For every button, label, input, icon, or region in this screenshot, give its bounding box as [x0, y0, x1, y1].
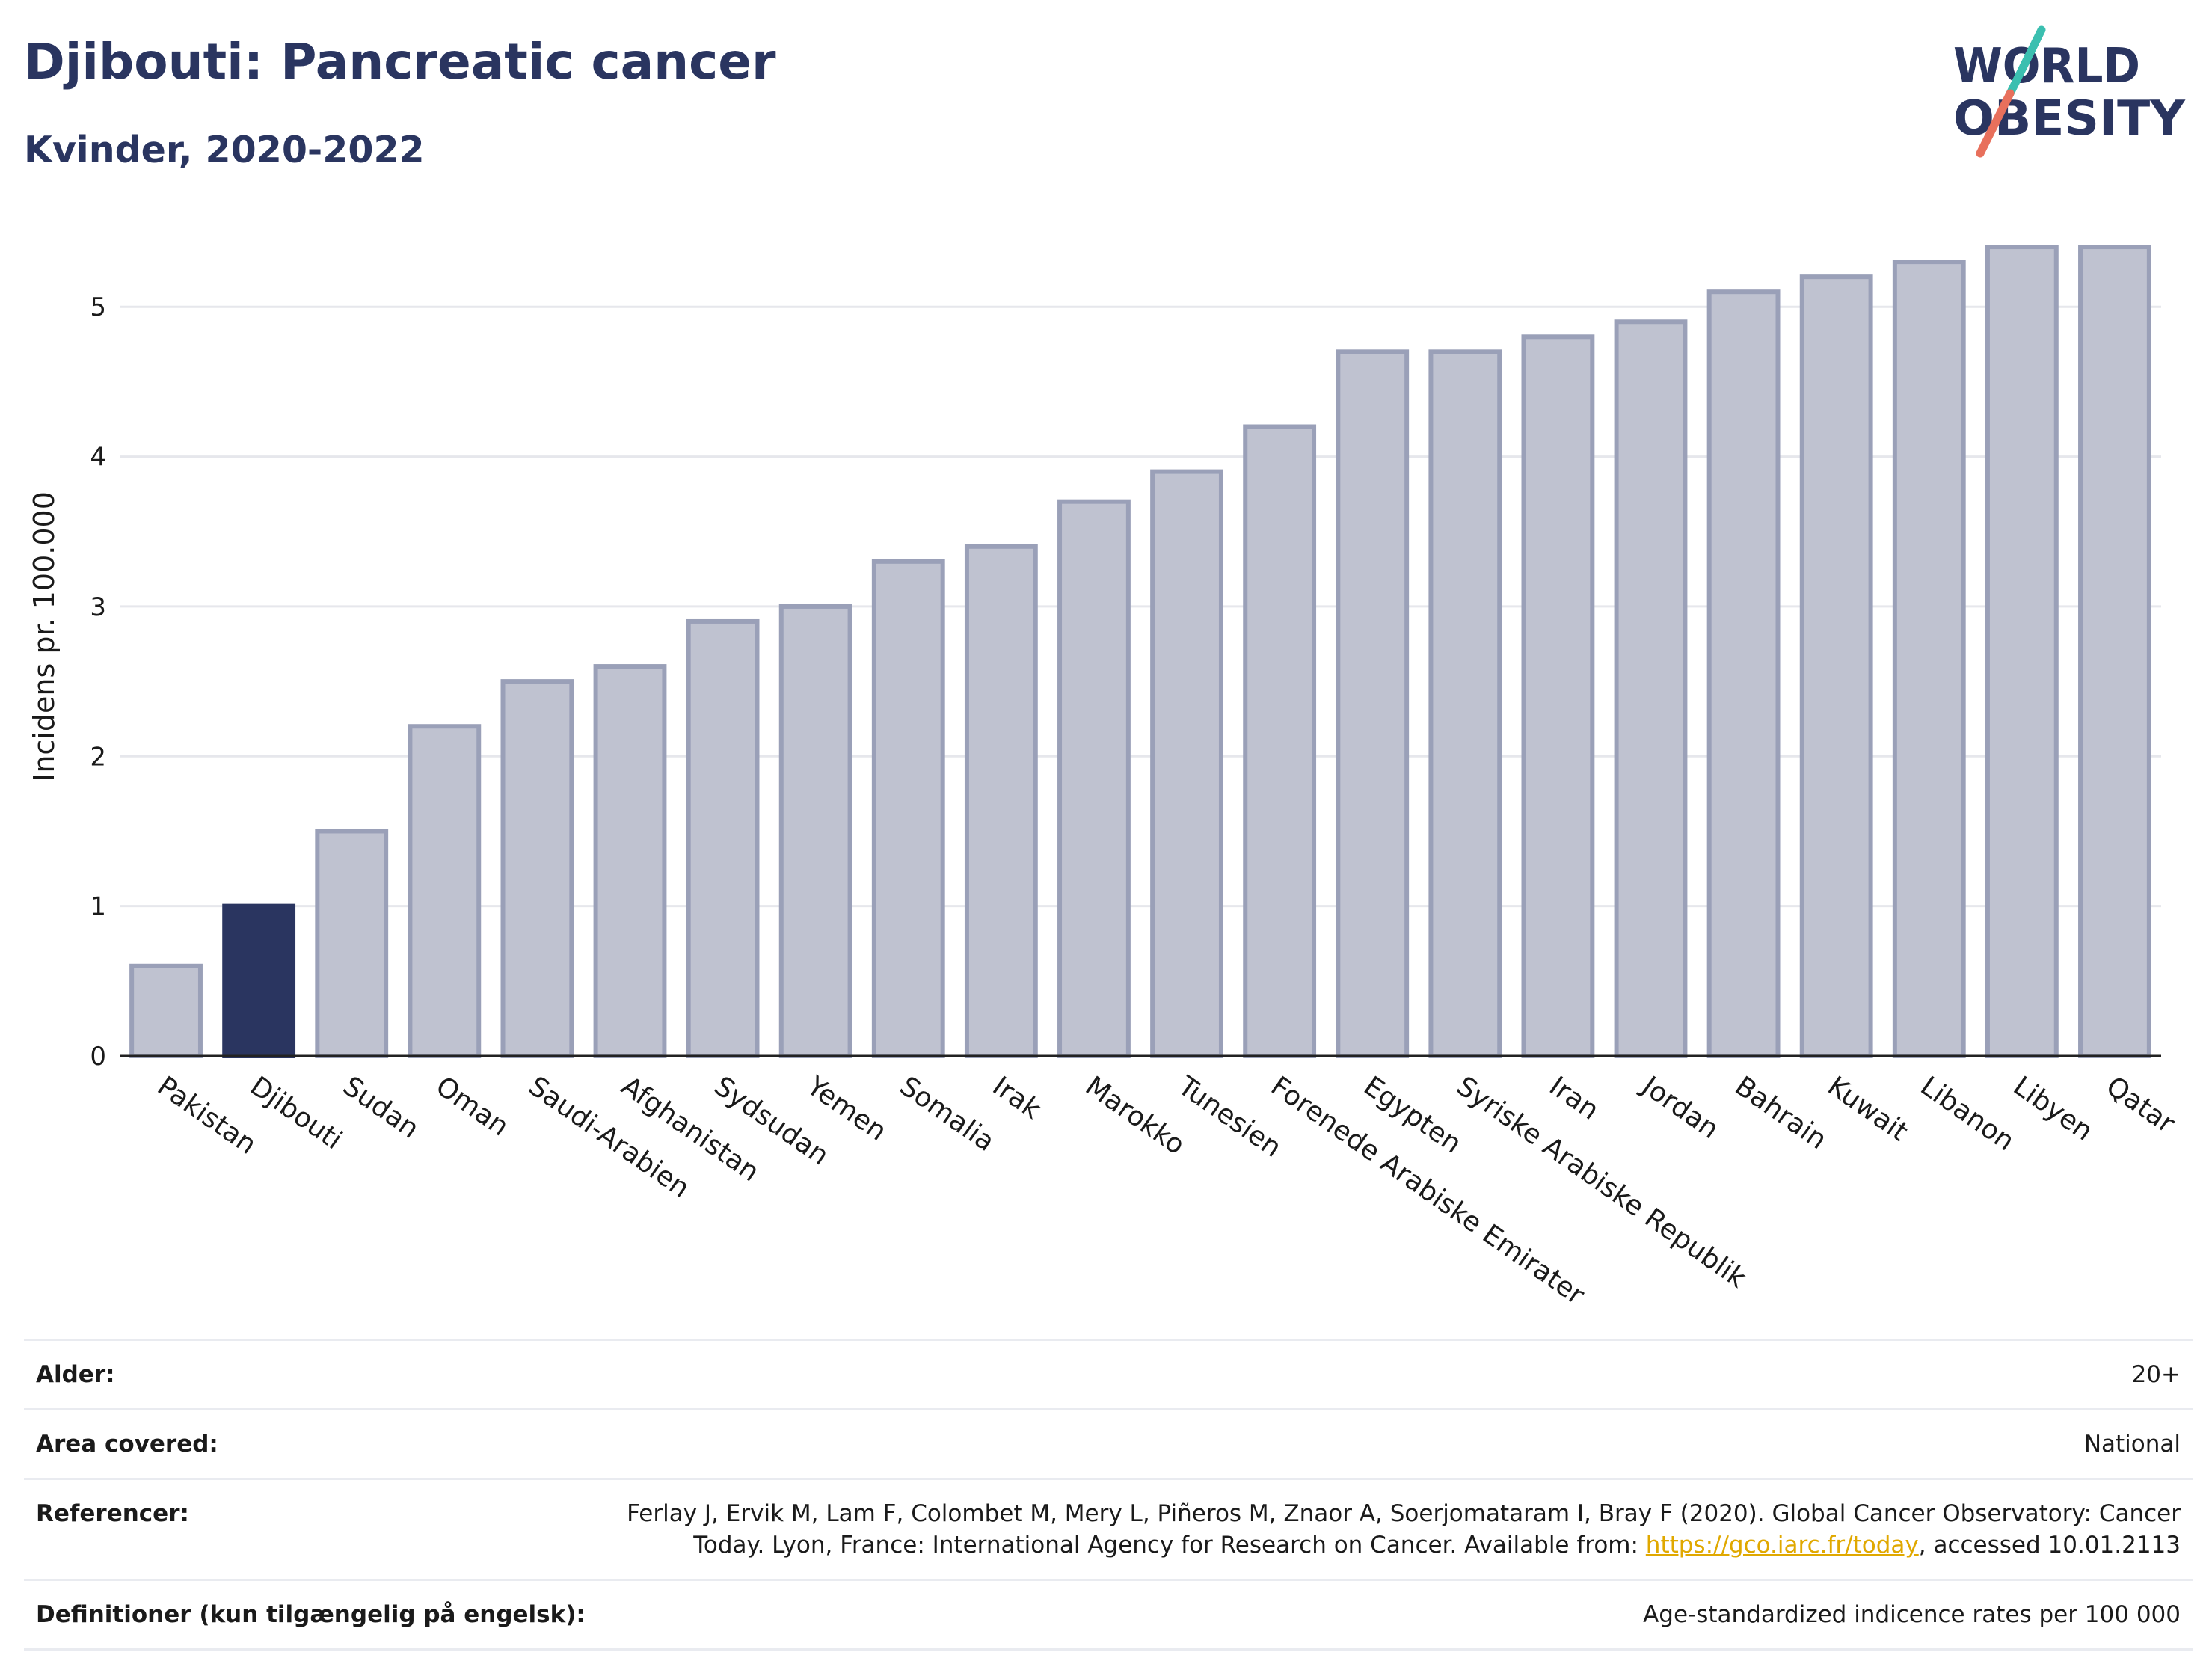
- bar: [315, 829, 389, 1058]
- x-tick-label: Kuwait: [1822, 1071, 1914, 1148]
- meta-label: Area covered:: [36, 1431, 218, 1458]
- logo-slash-top: [2006, 25, 2046, 98]
- x-tick-label: Qatar: [2101, 1071, 2181, 1140]
- bar: [1057, 499, 1131, 1058]
- bar: [1428, 349, 1502, 1059]
- x-tick-label: Tunesien: [1172, 1070, 1287, 1164]
- bar: [408, 724, 482, 1058]
- bar: [500, 679, 574, 1058]
- bar: [1799, 274, 1873, 1059]
- bar: [1336, 349, 1410, 1059]
- y-tick-label: 2: [90, 742, 106, 772]
- reference-text-after: , accessed 10.01.2113: [1918, 1532, 2181, 1559]
- reference-link[interactable]: https://gco.iarc.fr/today: [1645, 1532, 1919, 1559]
- bar: [1243, 424, 1317, 1058]
- y-tick-label: 3: [90, 592, 106, 622]
- bar: [1706, 289, 1781, 1058]
- bar: [593, 664, 667, 1058]
- bar: [778, 604, 852, 1058]
- logo-slash-bottom: [1976, 89, 2015, 158]
- bar: [1521, 334, 1595, 1058]
- y-tick-label: 1: [90, 892, 106, 922]
- meta-row-area: Area covered: National: [24, 1408, 2193, 1478]
- bar: [871, 559, 945, 1058]
- meta-value-references: Ferlay J, Ervik M, Lam F, Colombet M, Me…: [573, 1498, 2181, 1561]
- bar: [1985, 245, 2059, 1059]
- x-tick-label: Libanon: [1915, 1071, 2020, 1157]
- metadata-table: Alder: 20+ Area covered: National Refere…: [24, 1339, 2193, 1651]
- x-tick-label: Oman: [430, 1071, 514, 1143]
- y-tick-label: 5: [90, 292, 106, 322]
- x-tick-label: Iran: [1543, 1071, 1604, 1126]
- chart-subtitle: Kvinder, 2020-2022: [24, 129, 425, 171]
- x-tick-label: Jordan: [1635, 1070, 1724, 1145]
- meta-value: National: [2083, 1431, 2181, 1458]
- x-tick-label: Irak: [987, 1071, 1047, 1126]
- bar: [686, 618, 760, 1058]
- bar: [1150, 469, 1223, 1058]
- meta-value: Age-standardized indicence rates per 100…: [1643, 1601, 2181, 1628]
- meta-value: 20+: [2131, 1361, 2181, 1388]
- x-tick-label: Pakistan: [152, 1071, 262, 1161]
- x-tick-label: Saudi-Arabien: [523, 1071, 695, 1204]
- meta-row-definitions: Definitioner (kun tilgængelig på engelsk…: [24, 1579, 2193, 1651]
- meta-row-references: Referencer: Ferlay J, Ervik M, Lam F, Co…: [24, 1478, 2193, 1579]
- world-obesity-logo: WORLD OBESITY: [1953, 25, 2186, 158]
- bar: [129, 963, 203, 1059]
- x-tick-label: Bahrain: [1729, 1071, 1832, 1155]
- y-tick-label: 0: [90, 1042, 106, 1072]
- logo-line-world: WORLD: [1953, 39, 2140, 94]
- meta-label: Referencer:: [36, 1500, 189, 1527]
- chart-title: Djibouti: Pancreatic cancer: [24, 33, 776, 90]
- bar: [1614, 319, 1688, 1058]
- meta-label: Alder:: [36, 1361, 115, 1388]
- bar: [2078, 245, 2151, 1059]
- x-tick-label: Marokko: [1080, 1071, 1191, 1161]
- bar: [222, 903, 296, 1058]
- bar: [964, 544, 1038, 1058]
- x-tick-label: Sudan: [337, 1071, 424, 1145]
- bar-chart: 0 1 2 3 4 5 Incidens pr. 100.000 PakistanDjibou…: [28, 245, 2181, 1311]
- x-tick-label: Djibouti: [245, 1071, 348, 1156]
- x-tick-label: Libyen: [2008, 1071, 2098, 1147]
- bar: [1892, 260, 1966, 1058]
- reference-text: Ferlay J, Ervik M, Lam F, Colombet M, Me…: [627, 1500, 2181, 1559]
- x-tick-label: Somalia: [894, 1071, 1001, 1158]
- y-axis-label: Incidens pr. 100.000: [28, 491, 61, 782]
- meta-label: Definitioner (kun tilgængelig på engelsk…: [36, 1601, 586, 1628]
- y-tick-label: 4: [90, 443, 106, 473]
- meta-row-age: Alder: 20+: [24, 1339, 2193, 1408]
